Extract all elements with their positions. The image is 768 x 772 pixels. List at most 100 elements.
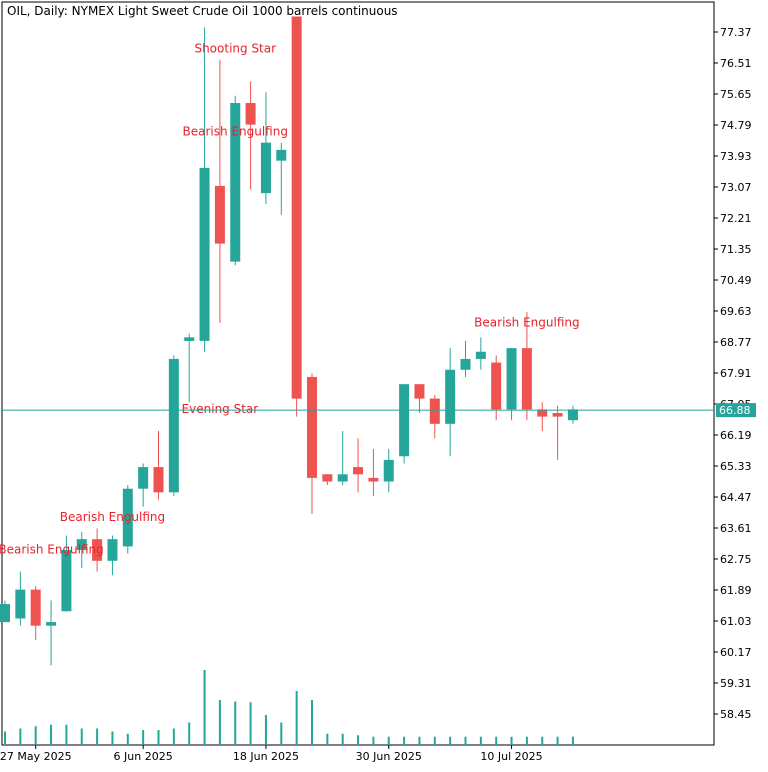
volume-bar <box>172 728 175 745</box>
candle-body <box>337 474 348 482</box>
pattern-annotation: Bearish Engulfing <box>60 510 165 524</box>
plot-frame <box>1 1 715 746</box>
candle-body <box>199 167 210 341</box>
candle-body <box>353 467 364 475</box>
y-tick-label: 60.17 <box>720 646 752 659</box>
y-tick-label: 64.47 <box>720 491 752 504</box>
y-tick-label: 76.51 <box>720 57 752 70</box>
candle-body <box>76 539 87 550</box>
candle-body <box>61 549 72 612</box>
volume-bar <box>510 736 513 745</box>
candle-body <box>399 384 410 457</box>
candle-body <box>153 467 164 493</box>
volume-bar <box>556 736 559 745</box>
current-price-tag-bg <box>716 403 756 418</box>
candle-body <box>552 413 563 417</box>
y-tick-label: 58.45 <box>720 708 752 721</box>
volume-bar <box>126 733 129 745</box>
volume-bar <box>96 728 99 745</box>
candle-body <box>168 358 179 493</box>
candle-body <box>383 459 394 482</box>
y-tick-label: 65.33 <box>720 460 752 473</box>
x-tick-label: 27 May 2025 <box>0 750 72 763</box>
volume-bar <box>280 722 283 745</box>
candle-layer <box>0 16 578 666</box>
volume-bar <box>157 730 160 745</box>
y-tick-label: 75.65 <box>720 88 752 101</box>
volume-bar <box>203 670 206 745</box>
y-tick-label: 74.79 <box>720 119 752 132</box>
candle-body <box>291 16 302 399</box>
candle-body <box>460 358 471 370</box>
current-price-label: 66.88 <box>719 404 751 417</box>
candle-body <box>368 477 379 482</box>
volume-bar <box>495 736 498 745</box>
volume-bar <box>50 724 53 745</box>
y-tick-label: 63.61 <box>720 522 752 535</box>
candle-body <box>322 474 333 482</box>
volume-bar <box>449 736 452 745</box>
candle-body <box>445 369 456 424</box>
volume-bar <box>387 736 390 745</box>
y-tick-label: 61.03 <box>720 615 752 628</box>
candle-body <box>276 149 287 161</box>
price-axis[interactable]: 77.37 76.51 75.65 74.79 73.93 73.07 72.21 71.35… <box>714 26 752 721</box>
candle-body <box>107 539 118 561</box>
y-tick-label: 72.21 <box>720 212 752 225</box>
volume-bar <box>234 701 237 745</box>
candle-body <box>506 348 517 410</box>
y-tick-label: 77.37 <box>720 26 752 39</box>
volume-bar <box>433 736 436 745</box>
volume-bar <box>264 715 267 745</box>
candle-body <box>122 488 133 547</box>
candle-body <box>567 409 578 421</box>
volume-bar <box>111 731 114 745</box>
volume-bar <box>479 736 482 745</box>
volume-bar <box>218 700 221 745</box>
candle-body <box>521 348 532 410</box>
candle-body <box>138 467 149 489</box>
candle-body <box>537 409 548 417</box>
y-tick-label: 73.93 <box>720 150 752 163</box>
y-tick-label: 70.49 <box>720 274 752 287</box>
current-price-tag: 66.88 <box>716 403 756 418</box>
candle-body <box>15 589 26 619</box>
y-tick-label: 66.19 <box>720 429 752 442</box>
volume-bar <box>295 691 298 745</box>
volume-bar <box>19 728 22 745</box>
x-tick-label: 6 Jun 2025 <box>114 750 173 763</box>
y-tick-label: 59.31 <box>720 677 752 690</box>
y-tick-label: 69.63 <box>720 305 752 318</box>
volume-bar <box>341 733 344 745</box>
chart-title: OIL, Daily: NYMEX Light Sweet Crude Oil … <box>7 4 398 18</box>
candle-body <box>230 103 241 262</box>
volume-bar <box>418 736 421 745</box>
candle-body <box>307 376 317 478</box>
pattern-annotation: Shooting Star <box>194 42 276 56</box>
volume-bar <box>372 736 375 745</box>
candle-body <box>491 362 502 410</box>
candle-body <box>414 384 425 399</box>
y-tick-label: 73.07 <box>720 181 752 194</box>
x-tick-label: 10 Jul 2025 <box>480 750 542 763</box>
candle-body <box>0 604 10 623</box>
candle-body <box>214 185 225 244</box>
volume-bar <box>326 733 329 745</box>
candle-body <box>46 622 57 626</box>
candle-body <box>184 337 195 341</box>
y-tick-label: 68.77 <box>720 336 752 349</box>
candle-body <box>92 539 103 561</box>
time-axis[interactable]: 27 May 2025 6 Jun 2025 18 Jun 2025 30 Jun 2… <box>0 745 543 763</box>
y-tick-label: 71.35 <box>720 243 752 256</box>
volume-bar <box>571 736 574 745</box>
x-tick-label: 30 Jun 2025 <box>356 750 422 763</box>
candle-body <box>429 398 440 424</box>
volume-bar <box>403 736 406 745</box>
volume-bar <box>34 726 37 745</box>
volume-bar <box>525 736 528 745</box>
volume-bar <box>464 736 467 745</box>
volume-bar <box>4 731 6 745</box>
y-tick-label: 62.75 <box>720 553 752 566</box>
